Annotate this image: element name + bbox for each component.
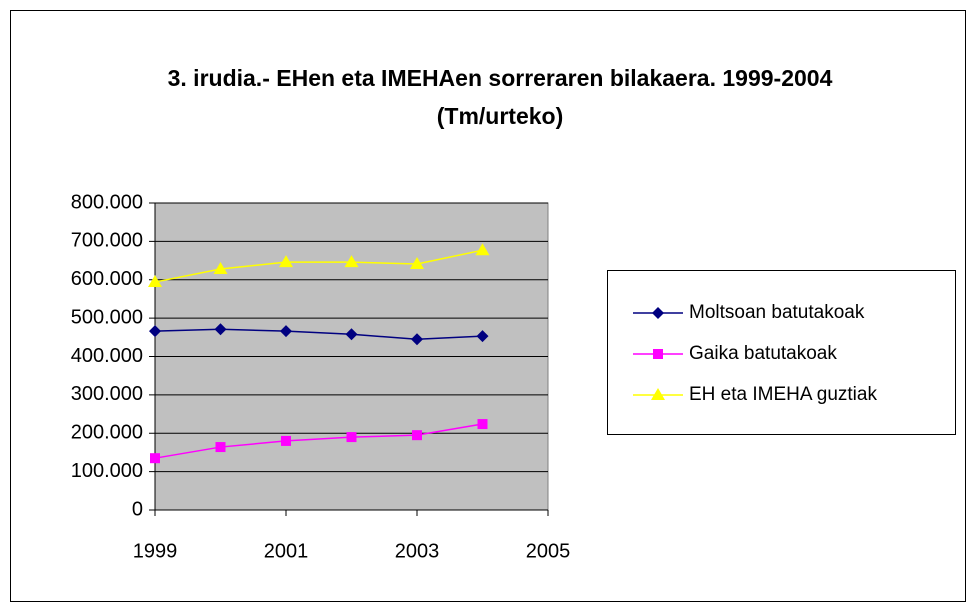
marker [652, 307, 664, 319]
x-tick-label: 2001 [264, 540, 309, 562]
x-tick-label: 1999 [133, 540, 178, 562]
marker [345, 328, 358, 341]
marker [410, 257, 424, 270]
x-tick-label: 2005 [526, 540, 571, 562]
y-tick-label: 500.000 [71, 306, 143, 328]
y-tick-label: 200.000 [71, 422, 143, 444]
marker [214, 323, 227, 336]
legend-label: EH eta IMEHA guztiak [689, 384, 877, 405]
marker [477, 419, 488, 430]
marker [280, 325, 292, 338]
chart-title: 3. irudia.- EHen eta IMEHAen sorreraren … [168, 65, 833, 91]
y-tick-label: 600.000 [71, 268, 143, 290]
marker [148, 275, 162, 288]
marker [411, 333, 423, 346]
marker [281, 435, 291, 446]
marker [476, 330, 489, 343]
legend-label: Gaika batutakoak [689, 343, 837, 364]
marker [150, 453, 160, 464]
marker [346, 432, 357, 443]
series-line [154, 328, 483, 340]
chart-title: (Tm/urteko) [437, 103, 564, 129]
y-tick-label: 400.000 [71, 345, 143, 367]
marker [279, 255, 293, 268]
marker [149, 325, 161, 338]
x-tick-label: 2003 [395, 540, 440, 562]
marker [653, 349, 663, 359]
marker [651, 388, 665, 400]
legend-box [607, 270, 956, 435]
legend-label: Moltsoan batutakoak [689, 302, 865, 323]
series-line [154, 423, 483, 459]
marker [344, 255, 359, 268]
y-tick-label: 800.000 [71, 191, 143, 213]
marker [215, 442, 226, 453]
y-tick-label: 300.000 [71, 383, 143, 405]
y-tick-label: 100.000 [71, 460, 143, 482]
y-tick-label: 700.000 [71, 230, 143, 252]
marker [412, 430, 422, 441]
marker [475, 243, 490, 256]
marker [213, 262, 228, 275]
y-tick-label: 0 [132, 498, 143, 520]
series-line [154, 249, 483, 283]
